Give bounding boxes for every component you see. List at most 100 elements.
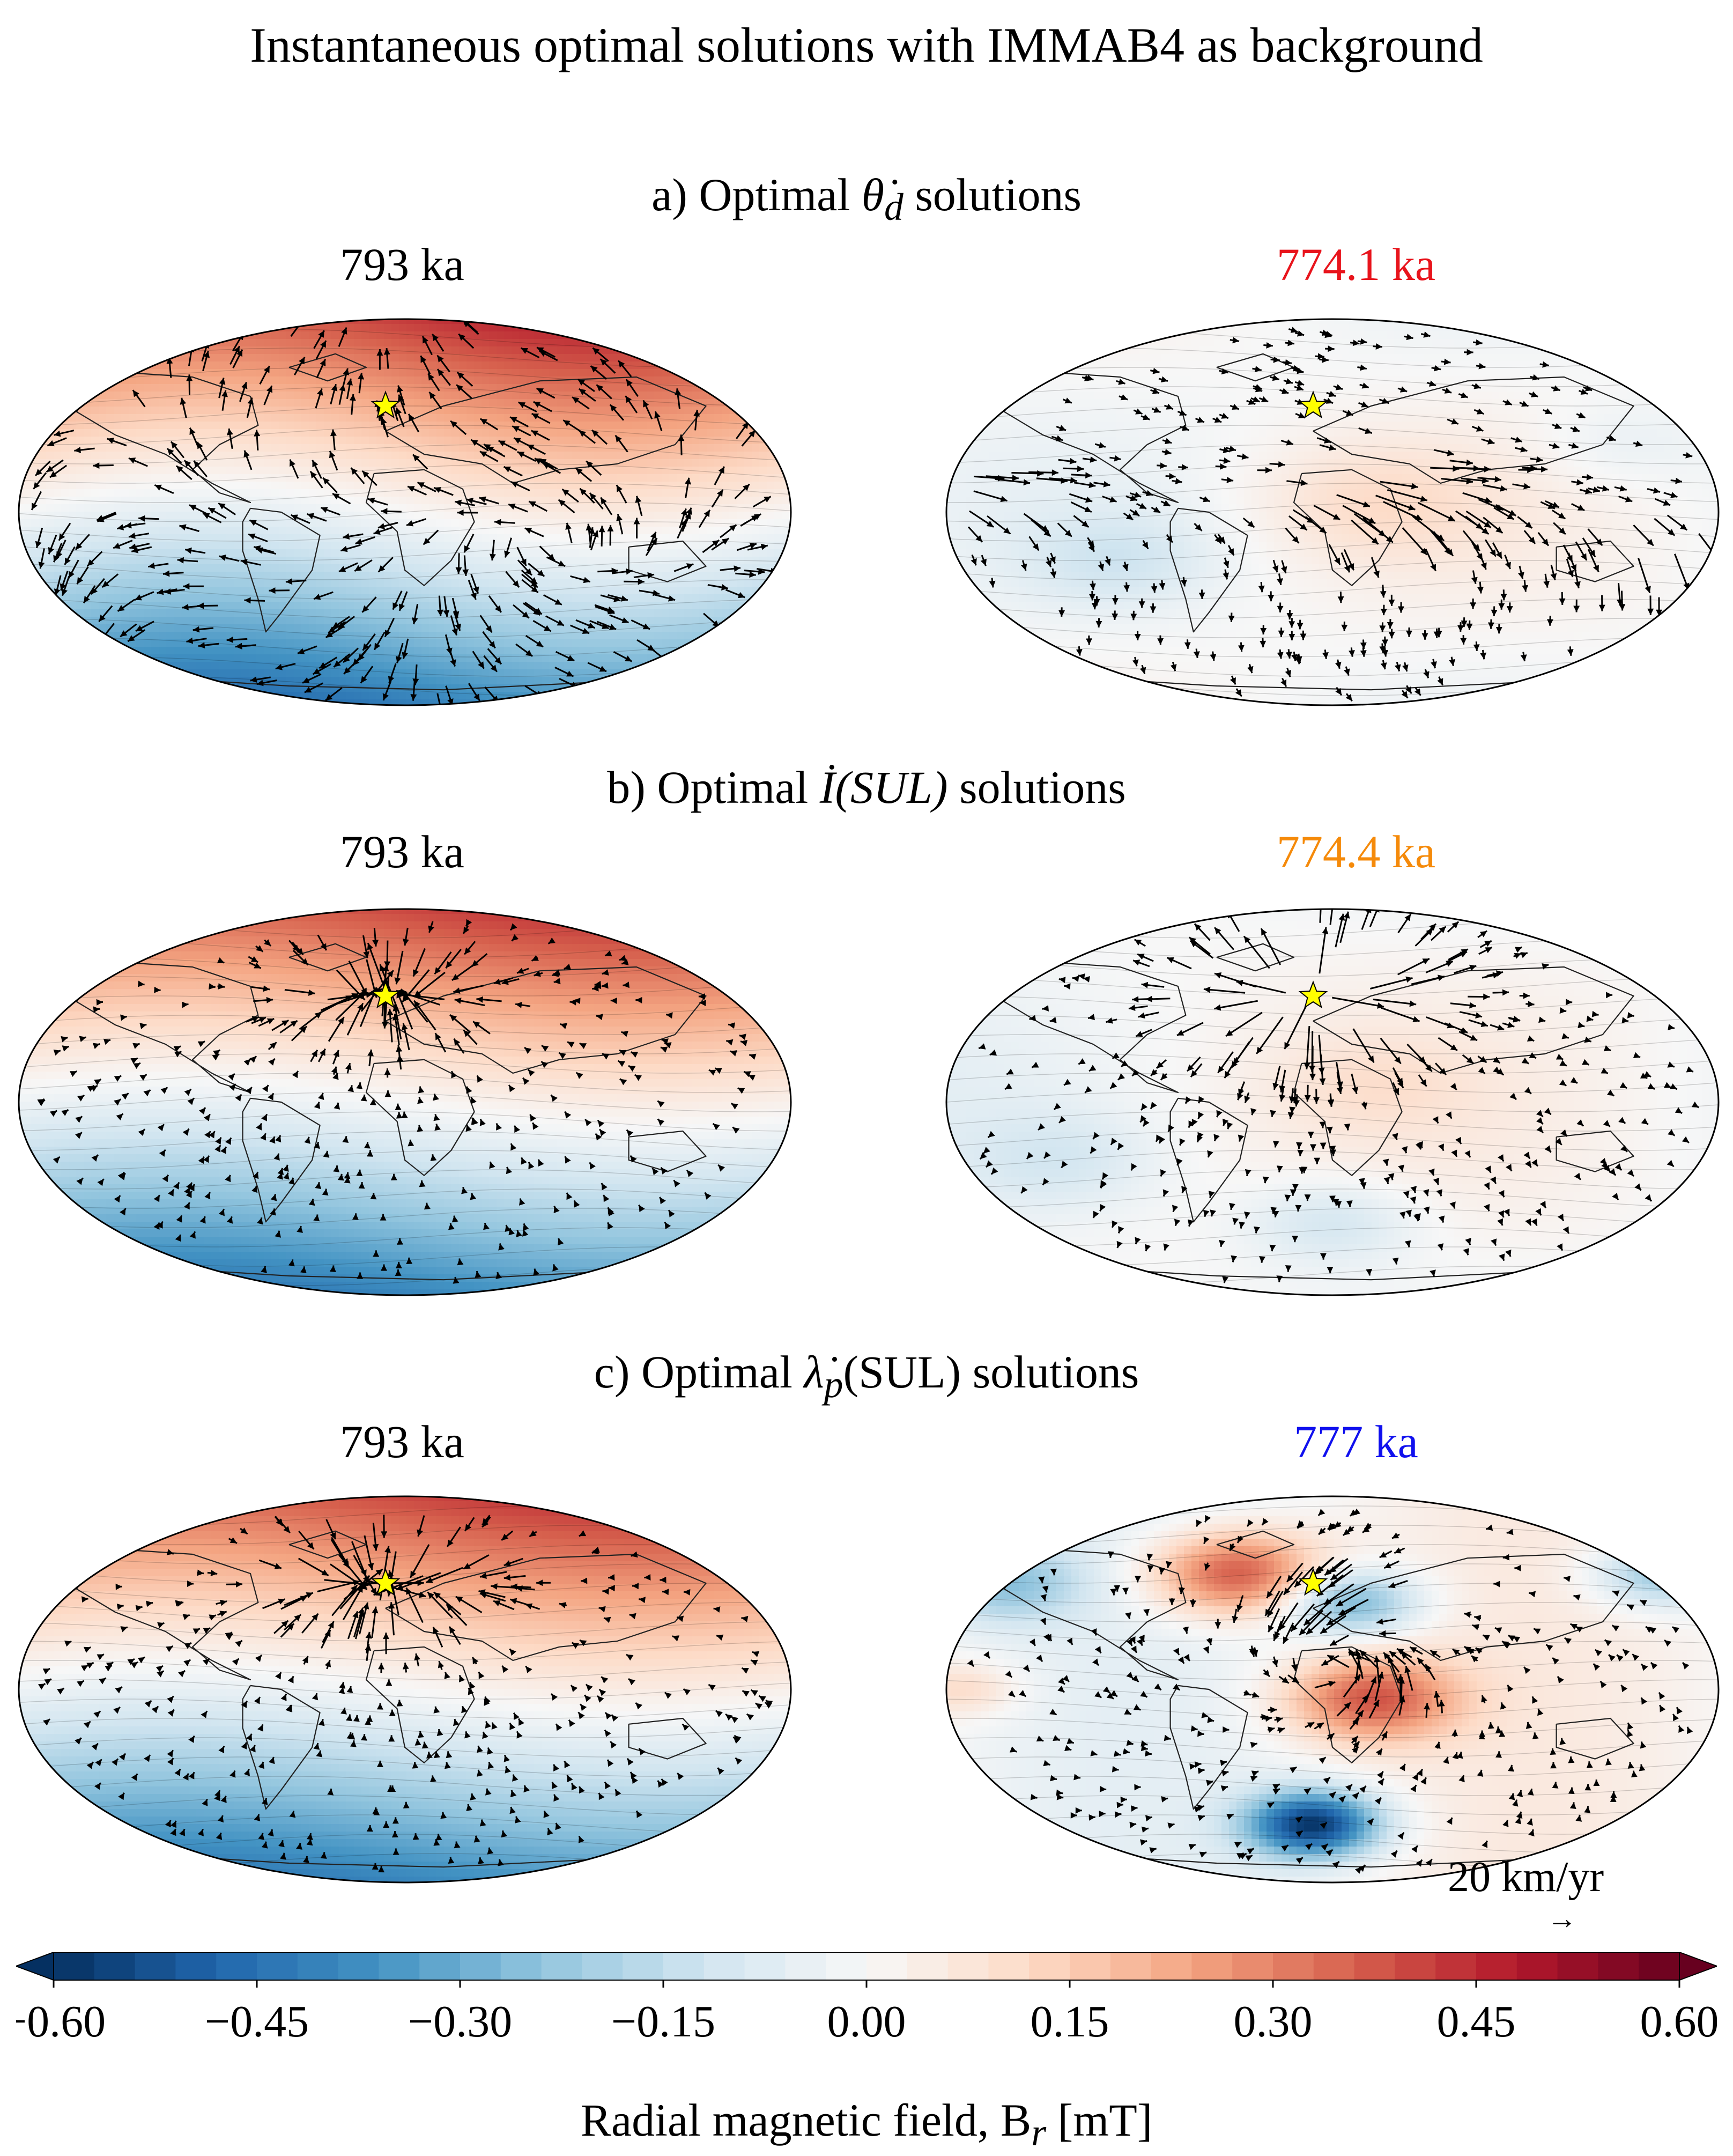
- site-star-icon: [371, 390, 401, 419]
- colorbar-segment: [1516, 1952, 1558, 1980]
- flow-arrows: [967, 1508, 1693, 1874]
- colorbar-label: Radial magnetic field, Br [mT]: [0, 2097, 1733, 2152]
- coastline-3: [385, 966, 707, 1074]
- coastline-4: [628, 1130, 707, 1172]
- colorbar-tick-label: −0.45: [205, 1997, 309, 2047]
- coastline-0: [76, 962, 259, 1094]
- site-star-icon: [1298, 980, 1328, 1009]
- colorbar-segment: [257, 1952, 298, 1980]
- colorbar-segment: [744, 1952, 786, 1980]
- map-border: [18, 318, 792, 706]
- colorbar-segment: [54, 1952, 95, 1980]
- coastline-2: [1293, 1059, 1403, 1176]
- coastline-5: [288, 943, 367, 972]
- colorbar-segment: [826, 1952, 867, 1980]
- row-c-title: c) Optimal λ̇p(SUL) solutions: [0, 1349, 1733, 1404]
- colorbar-segment: [541, 1952, 583, 1980]
- map-a-793: [18, 318, 792, 706]
- site-star-icon: [371, 980, 401, 1009]
- colorbar-segment: [1557, 1952, 1599, 1980]
- colorbar-segment: [1232, 1952, 1273, 1980]
- colorbar-tick-label: 0.00: [827, 1997, 906, 2047]
- coastline-2: [365, 469, 475, 586]
- colorbar-segment: [1151, 1952, 1193, 1980]
- colorbar-segment: [460, 1952, 501, 1980]
- map-border: [945, 1495, 1720, 1884]
- map-border: [945, 318, 1720, 706]
- colorbar-tick-label: −0.60: [16, 1997, 106, 2047]
- colorbar-segment: [1598, 1952, 1640, 1980]
- coastline-3: [1313, 966, 1634, 1074]
- map-title-b-left: 793 ka: [0, 829, 804, 875]
- coastline-3: [385, 376, 707, 484]
- map-title-a-left: 793 ka: [0, 241, 804, 287]
- coastline-0: [1003, 372, 1187, 504]
- coastline-4: [1556, 1717, 1634, 1760]
- coastline-4: [628, 1717, 707, 1760]
- colorbar-segment: [1435, 1952, 1477, 1980]
- coastline-3: [385, 1553, 707, 1662]
- row-a-title: a) Optimal θ̇d solutions: [0, 172, 1733, 227]
- map-c-793: [18, 1495, 792, 1884]
- coastline-0: [76, 1549, 259, 1681]
- site-star-icon: [1298, 390, 1328, 419]
- flow-arrows: [978, 909, 1699, 1283]
- map-b-774-4: [945, 908, 1720, 1296]
- site-star-icon: [1298, 1568, 1328, 1596]
- colorbar-segment: [1313, 1952, 1355, 1980]
- figure-title: Instantaneous optimal solutions with IMM…: [0, 20, 1733, 70]
- colorbar-segment: [663, 1952, 705, 1980]
- coastline-2: [365, 1059, 475, 1176]
- colorbar: −0.60 −0.45 −0.30 −0.15 0.00 0.15 0.30 0.45 0.60: [16, 1952, 1717, 2047]
- coastline-5: [1216, 1530, 1295, 1559]
- flow-arrows: [37, 919, 757, 1284]
- colorbar-segment: [1110, 1952, 1152, 1980]
- colorbar-segment: [1395, 1952, 1436, 1980]
- colorbar-segment: [175, 1952, 217, 1980]
- colorbar-segment: [338, 1952, 380, 1980]
- colorbar-segment: [94, 1952, 136, 1980]
- flow-arrows: [31, 319, 777, 705]
- colorbar-tick-label: 0.15: [1031, 1997, 1109, 2047]
- map-c-777: [945, 1495, 1720, 1884]
- colorbar-segment: [419, 1952, 461, 1980]
- colorbar-tick-label: −0.15: [611, 1997, 715, 2047]
- coastline-2: [1293, 1646, 1403, 1763]
- coastline-4: [1556, 1130, 1634, 1172]
- scale-label: 20 km/yr: [1448, 1856, 1604, 1899]
- coastline-1: [1169, 1685, 1248, 1810]
- colorbar-tick-label: 0.30: [1234, 1997, 1313, 2047]
- coastline-5: [288, 353, 367, 382]
- flow-arrows: [967, 327, 1718, 702]
- colorbar-segment: [703, 1952, 745, 1980]
- colorbar-segment: [297, 1952, 339, 1980]
- coastline-2: [1293, 469, 1403, 586]
- map-a-774-1: [945, 318, 1720, 706]
- map-title-b-right: 774.4 ka: [954, 829, 1733, 875]
- colorbar-segment: [216, 1952, 257, 1980]
- coastline-3: [1313, 376, 1634, 484]
- map-border: [18, 908, 792, 1296]
- coastline-4: [628, 540, 707, 582]
- colorbar-segment: [866, 1952, 908, 1980]
- row-b-title: b) Optimal İ(SUL) solutions: [0, 764, 1733, 810]
- coastline-0: [1003, 962, 1187, 1094]
- colorbar-tick-label: 0.45: [1437, 1997, 1516, 2047]
- colorbar-segment: [988, 1952, 1030, 1980]
- colorbar-min-extend: [16, 1952, 54, 1981]
- colorbar-segment: [379, 1952, 420, 1980]
- scale-arrow-icon: →: [1547, 1904, 1577, 1934]
- coastline-1: [242, 1685, 321, 1810]
- site-star-icon: [371, 1568, 401, 1596]
- coastline-5: [1216, 943, 1295, 972]
- colorbar-segment: [947, 1952, 989, 1980]
- colorbar-segment: [1476, 1952, 1517, 1980]
- colorbar-segment: [907, 1952, 949, 1980]
- coastline-1: [242, 507, 321, 633]
- colorbar-segment: [1070, 1952, 1111, 1980]
- coastline-3: [1313, 1553, 1634, 1662]
- colorbar-segment: [135, 1952, 176, 1980]
- map-title-c-left: 793 ka: [0, 1419, 804, 1465]
- colorbar-segment: [1354, 1952, 1396, 1980]
- colorbar-segment: [582, 1952, 624, 1980]
